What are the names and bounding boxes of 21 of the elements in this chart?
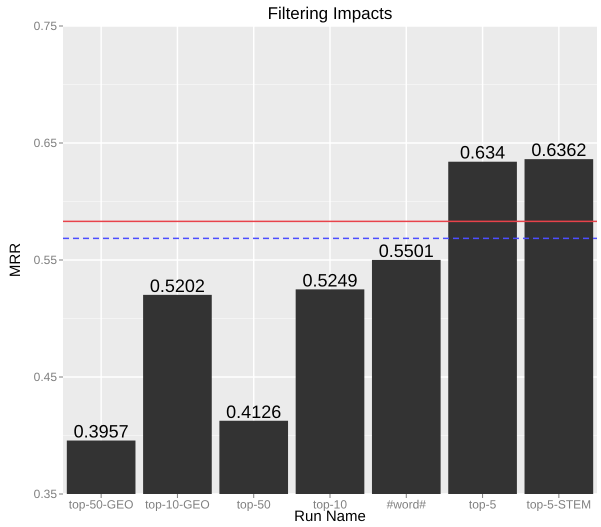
data-label: 0.6362 <box>531 140 586 160</box>
x-tick-label: top-5 <box>468 498 497 512</box>
y-tick-label: 0.55 <box>34 253 58 268</box>
x-tick-label: #word# <box>386 498 426 512</box>
data-label: 0.634 <box>460 142 506 163</box>
y-axis-title: MRR <box>7 242 24 278</box>
x-tick-label: top-50 <box>236 498 272 512</box>
data-label: 0.5249 <box>302 270 358 290</box>
data-label: 0.5501 <box>378 240 434 261</box>
y-tick-label: 0.65 <box>34 136 58 150</box>
x-tick-label: top-50-GEO <box>68 498 134 512</box>
data-label: 0.5202 <box>150 276 205 296</box>
y-tick-label: 0.75 <box>34 19 58 34</box>
data-label: 0.4126 <box>226 402 282 422</box>
x-tick-label: top-5-STEM <box>526 498 592 512</box>
y-tick-label: 0.35 <box>34 487 58 502</box>
x-tick-label: top-10-GEO <box>145 498 210 512</box>
chart-title: Filtering Impacts <box>268 4 392 23</box>
x-tick-label: top-10 <box>312 498 348 512</box>
y-tick-label: 0.45 <box>34 370 58 384</box>
data-label: 0.3957 <box>74 422 129 442</box>
